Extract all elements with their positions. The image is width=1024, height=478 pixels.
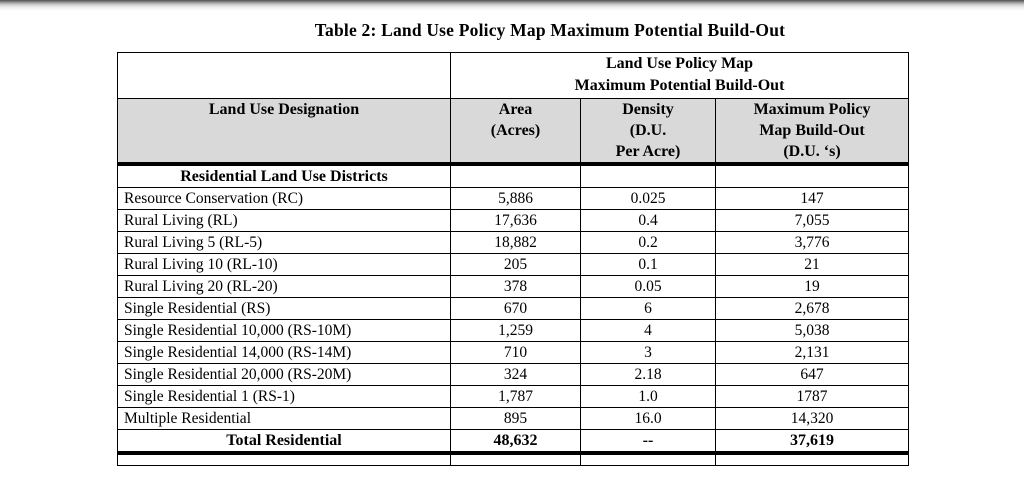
empty-cell [580, 452, 716, 466]
cell-designation: Rural Living 10 (RL-10) [117, 253, 451, 276]
cell-designation: Multiple Residential [117, 407, 451, 430]
max-header-line1: Maximum Policy [753, 101, 871, 118]
table-row: Single Residential 1 (RS-1) 1,787 1.0 17… [117, 385, 910, 408]
cell-density: 3 [580, 341, 716, 364]
column-header-area: Area (Acres) [450, 98, 581, 166]
table-row: Single Residential 10,000 (RS-10M) 1,259… [117, 319, 910, 342]
cell-density: 0.025 [580, 187, 716, 210]
group-header-cell: Land Use Policy Map Maximum Potential Bu… [449, 52, 910, 99]
cell-density: 4 [580, 319, 716, 342]
cell-area: 1,787 [450, 385, 581, 408]
density-header-line1: Density [622, 101, 674, 118]
cell-max: 5,038 [714, 319, 910, 342]
cell-area: 324 [450, 363, 581, 386]
empty-cell [580, 163, 716, 188]
group-header-row: Land Use Policy Map Maximum Potential Bu… [117, 52, 910, 99]
table-row: Multiple Residential 895 16.0 14,320 [117, 407, 910, 430]
column-header-row: Land Use Designation Area (Acres) Densit… [117, 98, 910, 166]
column-header-designation: Land Use Designation [117, 98, 451, 166]
cell-density: 0.4 [580, 209, 716, 232]
cell-max: 14,320 [714, 407, 910, 430]
section-title: Residential Land Use Districts [117, 163, 451, 188]
area-header-line2: (Acres) [490, 122, 541, 139]
cell-max: 2,131 [714, 341, 910, 364]
cell-area: 17,636 [450, 209, 581, 232]
area-header-line1: Area [498, 101, 533, 118]
empty-cell [117, 452, 451, 466]
density-header-line3: Per Acre) [615, 143, 681, 160]
cell-designation: Rural Living 20 (RL-20) [117, 275, 451, 298]
cell-max: 19 [714, 275, 910, 298]
cell-area: 670 [450, 297, 581, 320]
empty-cell [714, 163, 910, 188]
cell-density: 6 [580, 297, 716, 320]
cell-max: 7,055 [714, 209, 910, 232]
total-density: -- [580, 429, 716, 455]
table-row: Single Residential 14,000 (RS-14M) 710 3… [117, 341, 910, 364]
cell-designation: Rural Living 5 (RL-5) [117, 231, 451, 254]
cell-designation: Single Residential (RS) [117, 297, 451, 320]
table-row: Single Residential (RS) 670 6 2,678 [117, 297, 910, 320]
empty-corner-cell [117, 52, 451, 99]
cell-density: 2.18 [580, 363, 716, 386]
empty-cell [450, 452, 581, 466]
table-row: Rural Living (RL) 17,636 0.4 7,055 [117, 209, 910, 232]
table-title: Table 2: Land Use Policy Map Maximum Pot… [314, 20, 786, 40]
density-header-line2: (D.U. [629, 122, 667, 139]
cell-area: 895 [450, 407, 581, 430]
group-header-line2: Maximum Potential Build-Out [574, 77, 785, 94]
cell-designation: Rural Living (RL) [117, 209, 451, 232]
column-header-max: Maximum Policy Map Build-Out (D.U. ‘s) [714, 98, 910, 166]
cell-max: 3,776 [714, 231, 910, 254]
section-header-row: Residential Land Use Districts [117, 163, 910, 188]
cell-area: 18,882 [450, 231, 581, 254]
table-row: Rural Living 5 (RL-5) 18,882 0.2 3,776 [117, 231, 910, 254]
cell-max: 147 [714, 187, 910, 210]
table-row: Rural Living 20 (RL-20) 378 0.05 19 [117, 275, 910, 298]
cell-area: 5,886 [450, 187, 581, 210]
table-row: Single Residential 20,000 (RS-20M) 324 2… [117, 363, 910, 386]
max-header-line2: Map Build-Out [759, 122, 865, 139]
cell-designation: Single Residential 10,000 (RS-10M) [117, 319, 451, 342]
cell-designation: Single Residential 20,000 (RS-20M) [117, 363, 451, 386]
total-area: 48,632 [450, 429, 581, 455]
cell-area: 1,259 [450, 319, 581, 342]
cutoff-row [117, 452, 910, 466]
column-header-density: Density (D.U. Per Acre) [580, 98, 716, 166]
cell-designation: Single Residential 14,000 (RS-14M) [117, 341, 451, 364]
cell-density: 1.0 [580, 385, 716, 408]
table-row: Rural Living 10 (RL-10) 205 0.1 21 [117, 253, 910, 276]
cell-area: 378 [450, 275, 581, 298]
page-top-edge [0, 0, 1024, 11]
cell-area: 710 [450, 341, 581, 364]
table-row: Resource Conservation (RC) 5,886 0.025 1… [117, 187, 910, 210]
cell-designation: Resource Conservation (RC) [117, 187, 451, 210]
empty-cell [714, 452, 910, 466]
cell-density: 0.2 [580, 231, 716, 254]
cell-designation: Single Residential 1 (RS-1) [117, 385, 451, 408]
cell-density: 0.1 [580, 253, 716, 276]
empty-cell [450, 163, 581, 188]
cell-max: 647 [714, 363, 910, 386]
group-header-line1: Land Use Policy Map [605, 55, 754, 72]
cell-max: 21 [714, 253, 910, 276]
total-row: Total Residential 48,632 -- 37,619 [117, 429, 910, 455]
max-header-line3: (D.U. ‘s) [783, 143, 841, 160]
total-max: 37,619 [714, 429, 910, 455]
cell-max: 2,678 [714, 297, 910, 320]
buildout-table: Land Use Policy Map Maximum Potential Bu… [117, 52, 910, 466]
cell-max: 1787 [714, 385, 910, 408]
cell-density: 16.0 [580, 407, 716, 430]
cell-density: 0.05 [580, 275, 716, 298]
total-label: Total Residential [117, 429, 451, 455]
cell-area: 205 [450, 253, 581, 276]
